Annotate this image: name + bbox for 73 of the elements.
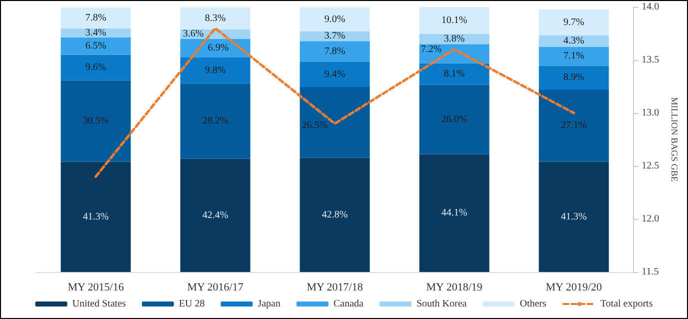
legend-label: Japan (258, 298, 280, 310)
data-label: 3.6% (182, 28, 204, 40)
x-tick-label: MY 2015/16 (68, 282, 124, 294)
bar (180, 84, 250, 159)
data-label: 10.1% (441, 14, 468, 26)
bar (419, 84, 490, 154)
bar (300, 62, 370, 88)
data-label: 7.8% (324, 46, 346, 58)
data-label: 4.3% (563, 36, 584, 47)
bar (180, 7, 250, 30)
legend-label: Others (520, 298, 546, 310)
y2-tick-label: 13.5 (642, 54, 660, 66)
bar (538, 162, 609, 272)
data-label: 9.0% (324, 14, 346, 25)
data-label: 8.3% (204, 12, 226, 24)
legend-label: Total exports (600, 298, 653, 310)
data-label: 41.3% (560, 211, 587, 222)
legend-label: South Korea (416, 298, 468, 310)
data-label: 27.1% (560, 120, 587, 132)
bar (419, 154, 490, 272)
data-label: 7.8% (85, 12, 106, 24)
y2-tick-label: 11.5 (642, 266, 659, 278)
y2-axis-title: MILLION BAGS GBE (670, 97, 680, 182)
y2-tick-label: 14.0 (642, 2, 660, 12)
y2-tick-label: 12.0 (642, 214, 660, 224)
data-label: 42.4% (202, 210, 228, 221)
bar (60, 80, 131, 162)
data-label: 9.7% (563, 16, 584, 28)
bar (60, 8, 131, 28)
data-label: 9.6% (85, 62, 106, 74)
x-tick-label: MY 2017/18 (306, 282, 364, 294)
data-label: 6.9% (208, 42, 229, 54)
data-label: 8.1% (444, 68, 465, 80)
data-label: 7.2% (420, 44, 442, 56)
data-label: 42.8% (322, 209, 348, 220)
legend-label: EU 28 (178, 298, 205, 310)
data-label: 41.3% (82, 211, 109, 222)
bar (538, 66, 609, 90)
bar (300, 158, 370, 272)
data-label: 30.5% (82, 116, 109, 127)
x-tick-label: MY 2019/20 (546, 282, 602, 294)
bar (538, 89, 609, 162)
y2-tick-label: 13.0 (642, 108, 660, 118)
data-label: 26.0% (441, 114, 468, 126)
legend-label: United States (72, 298, 126, 310)
data-label: 44.1% (441, 208, 468, 219)
data-label: 26.5% (302, 120, 328, 131)
data-label: 28.2% (202, 116, 228, 127)
x-tick-label: MY 2018/19 (426, 282, 483, 294)
y2-tick-label: 12.5 (642, 160, 660, 172)
bar (538, 9, 609, 36)
bar (180, 57, 250, 84)
bar (60, 37, 131, 55)
bar (60, 54, 131, 80)
data-label: 9.4% (324, 69, 346, 80)
bar (300, 87, 370, 158)
bar (300, 7, 370, 32)
data-label: 7.1% (563, 50, 584, 62)
bar (538, 35, 609, 47)
bar (419, 7, 490, 34)
bar (180, 158, 250, 272)
data-label: 6.5% (85, 40, 106, 52)
bar (60, 162, 131, 272)
bar (538, 46, 609, 66)
x-tick-label: MY 2016/17 (187, 282, 244, 294)
data-label: 9.8% (204, 65, 226, 76)
data-label: 3.4% (85, 27, 106, 38)
data-label: 3.8% (444, 34, 465, 45)
data-label: 3.7% (324, 30, 346, 42)
bar (300, 41, 370, 62)
bar (419, 63, 490, 85)
data-label: 8.9% (563, 72, 584, 84)
legend-label: Canada (333, 298, 364, 310)
